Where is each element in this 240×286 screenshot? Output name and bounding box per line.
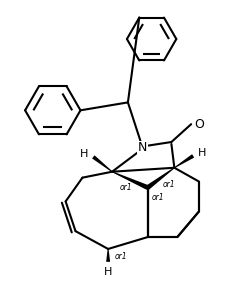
Polygon shape: [112, 171, 149, 190]
Text: N: N: [138, 142, 147, 154]
Text: H: H: [104, 267, 112, 277]
Text: H: H: [80, 149, 88, 159]
Text: O: O: [194, 118, 204, 131]
Polygon shape: [106, 249, 110, 262]
Polygon shape: [146, 167, 175, 190]
Text: or1: or1: [115, 252, 128, 261]
Text: or1: or1: [120, 183, 133, 192]
Polygon shape: [174, 154, 194, 168]
Polygon shape: [92, 155, 112, 172]
Text: H: H: [198, 148, 206, 158]
Text: or1: or1: [162, 180, 175, 189]
Text: or1: or1: [152, 192, 164, 202]
